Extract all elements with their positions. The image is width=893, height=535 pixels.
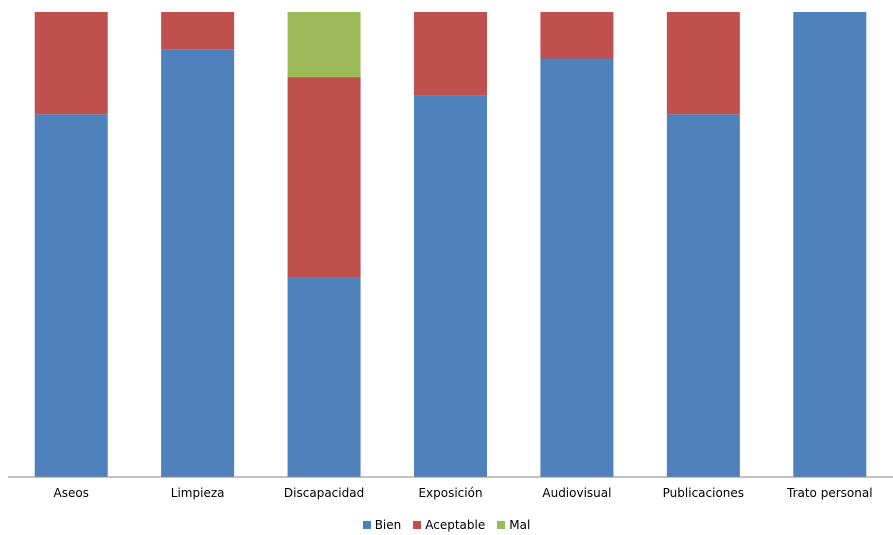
category-label: Aseos: [53, 486, 88, 500]
category-label: Publicaciones: [663, 486, 744, 500]
legend-swatch: [362, 521, 371, 529]
legend-item-bien: Bien: [362, 518, 402, 532]
legend-item-mal: Mal: [497, 518, 530, 532]
legend-label: Aceptable: [425, 518, 486, 532]
bar-trato-personal-bien: [793, 12, 867, 477]
bar-audiovisual-bien: [540, 58, 614, 477]
category-label: Discapacidad: [284, 486, 364, 500]
category-labels: Aseos Limpieza Discapacidad Exposición Audio…: [53, 486, 872, 500]
bar-aseos-bien: [34, 114, 108, 478]
legend-label: Mal: [509, 518, 531, 532]
chart-bars: [34, 12, 867, 478]
chart-legend: Bien Aceptable Mal: [0, 518, 893, 532]
bar-discapacidad-bien: [287, 277, 361, 477]
legend-swatch: [413, 521, 422, 529]
bar-audiovisual-aceptable: [540, 12, 614, 59]
bar-discapacidad-mal: [287, 12, 361, 78]
bar-publicaciones-bien: [666, 114, 740, 478]
bar-discapacidad-aceptable: [287, 77, 361, 278]
legend-swatch: [497, 521, 506, 529]
bar-publicaciones-aceptable: [666, 12, 740, 115]
bar-exposicion-bien: [414, 95, 487, 477]
bar-limpieza-bien: [161, 49, 235, 477]
legend-item-aceptable: Aceptable: [413, 518, 485, 532]
bar-aseos-aceptable: [34, 12, 108, 115]
legend-label: Bien: [374, 518, 402, 532]
bar-limpieza-aceptable: [161, 12, 235, 50]
category-label: Exposición: [418, 486, 482, 500]
category-label: Trato personal: [786, 486, 873, 500]
category-label: Audiovisual: [542, 486, 611, 500]
bar-exposicion-aceptable: [414, 12, 487, 96]
category-label: Limpieza: [171, 486, 225, 500]
